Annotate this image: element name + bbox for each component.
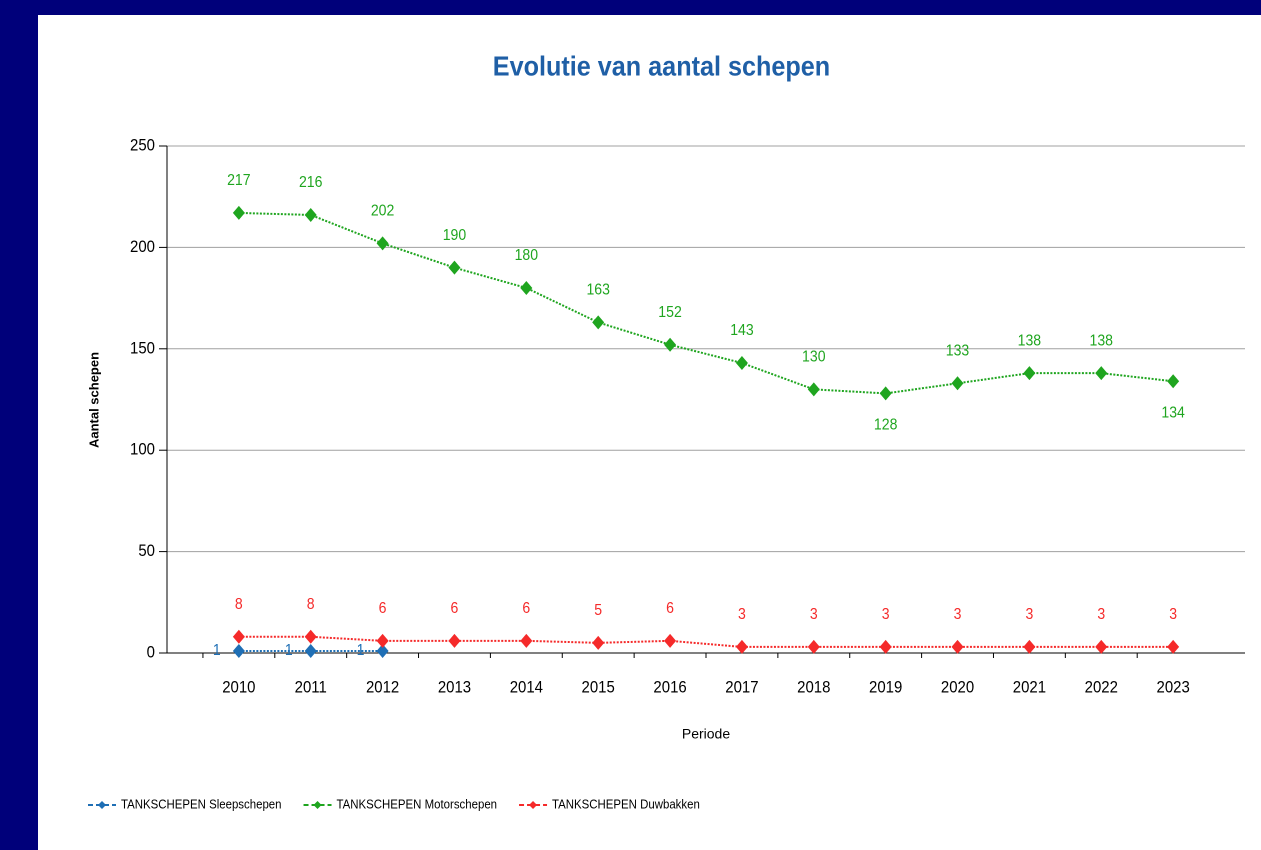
data-point <box>807 639 820 654</box>
data-label: 133 <box>946 342 969 360</box>
data-label: 216 <box>299 173 322 191</box>
x-tick-label: 2015 <box>582 679 615 697</box>
data-point <box>448 633 461 648</box>
legend-marker <box>98 801 106 809</box>
data-point <box>951 639 964 654</box>
data-label: 3 <box>882 605 890 623</box>
data-point <box>664 633 677 648</box>
x-tick-label: 2014 <box>510 679 543 697</box>
data-point <box>807 382 820 397</box>
data-point <box>592 315 605 330</box>
data-label: 163 <box>586 281 609 299</box>
y-tick-label: 150 <box>130 339 155 357</box>
data-label: 3 <box>738 605 746 623</box>
data-label: 3 <box>1169 605 1177 623</box>
data-label: 8 <box>235 595 243 613</box>
data-label: 3 <box>954 605 962 623</box>
data-point <box>1167 374 1180 389</box>
legend-marker <box>313 801 322 809</box>
data-label: 138 <box>1090 332 1113 350</box>
data-label: 128 <box>874 416 897 434</box>
panel <box>38 15 1261 850</box>
data-point <box>1167 639 1180 654</box>
data-label: 3 <box>1097 605 1105 623</box>
data-label: 130 <box>802 348 825 366</box>
data-point <box>1095 639 1108 654</box>
data-label: 202 <box>371 202 394 220</box>
data-label: 152 <box>658 303 681 321</box>
data-point <box>592 635 605 650</box>
data-point <box>879 386 892 401</box>
x-tick-label: 2020 <box>941 679 974 697</box>
data-point <box>448 260 461 275</box>
x-tick-label: 2022 <box>1085 679 1118 697</box>
x-tick-label: 2016 <box>653 679 686 697</box>
data-point <box>735 355 748 370</box>
data-label: 1 <box>357 641 365 659</box>
x-tick-label: 2012 <box>366 679 399 697</box>
data-point <box>951 376 964 391</box>
data-point <box>304 207 317 222</box>
data-point <box>1023 366 1036 381</box>
data-point <box>735 639 748 654</box>
y-tick-label: 0 <box>147 644 155 662</box>
data-label: 6 <box>379 599 387 617</box>
x-tick-label: 2023 <box>1157 679 1190 697</box>
data-label: 6 <box>522 599 530 617</box>
data-label: 190 <box>443 226 466 244</box>
data-label: 3 <box>1025 605 1033 623</box>
data-label: 143 <box>730 321 753 339</box>
y-tick-label: 250 <box>130 137 155 155</box>
x-tick-label: 2011 <box>295 679 327 697</box>
legend-label: TANKSCHEPEN Duwbakken <box>552 797 700 812</box>
data-label: 180 <box>515 246 538 264</box>
data-point <box>664 337 677 352</box>
data-point <box>376 633 389 648</box>
data-point <box>376 236 389 251</box>
data-label: 6 <box>666 599 674 617</box>
data-point <box>1095 366 1108 381</box>
data-point <box>1023 639 1036 654</box>
data-point <box>520 280 533 295</box>
data-point <box>232 205 245 220</box>
x-tick-label: 2013 <box>438 679 471 697</box>
data-label: 217 <box>227 171 250 189</box>
chart-title: Evolutie van aantal schepen <box>493 50 830 82</box>
data-label: 134 <box>1161 404 1184 422</box>
x-tick-label: 2021 <box>1013 679 1046 697</box>
x-tick-label: 2019 <box>869 679 902 697</box>
data-label: 3 <box>810 605 818 623</box>
data-point <box>232 643 245 658</box>
series-line <box>238 211 1174 395</box>
data-point <box>304 643 317 658</box>
data-point <box>879 639 892 654</box>
data-label: 1 <box>213 641 221 659</box>
data-point <box>520 633 533 648</box>
x-tick-label: 2017 <box>725 679 758 697</box>
data-point <box>232 629 245 644</box>
x-tick-label: 2018 <box>797 679 830 697</box>
y-axis-label: Aantal schepen <box>86 352 101 448</box>
y-tick-label: 200 <box>130 238 155 256</box>
data-label: 8 <box>307 595 315 613</box>
data-point <box>376 643 389 658</box>
data-point <box>304 629 317 644</box>
x-tick-label: 2010 <box>222 679 255 697</box>
data-label: 1 <box>285 641 293 659</box>
legend-label: TANKSCHEPEN Motorschepen <box>337 797 498 812</box>
data-label: 6 <box>451 599 459 617</box>
x-axis-label: Periode <box>682 726 730 742</box>
series-line <box>238 635 1174 648</box>
y-tick-label: 50 <box>138 542 155 560</box>
data-label: 5 <box>594 601 602 619</box>
legend-label: TANKSCHEPEN Sleepschepen <box>121 797 282 812</box>
y-tick-label: 100 <box>130 441 155 459</box>
legend-marker <box>529 801 538 809</box>
data-label: 138 <box>1018 332 1041 350</box>
